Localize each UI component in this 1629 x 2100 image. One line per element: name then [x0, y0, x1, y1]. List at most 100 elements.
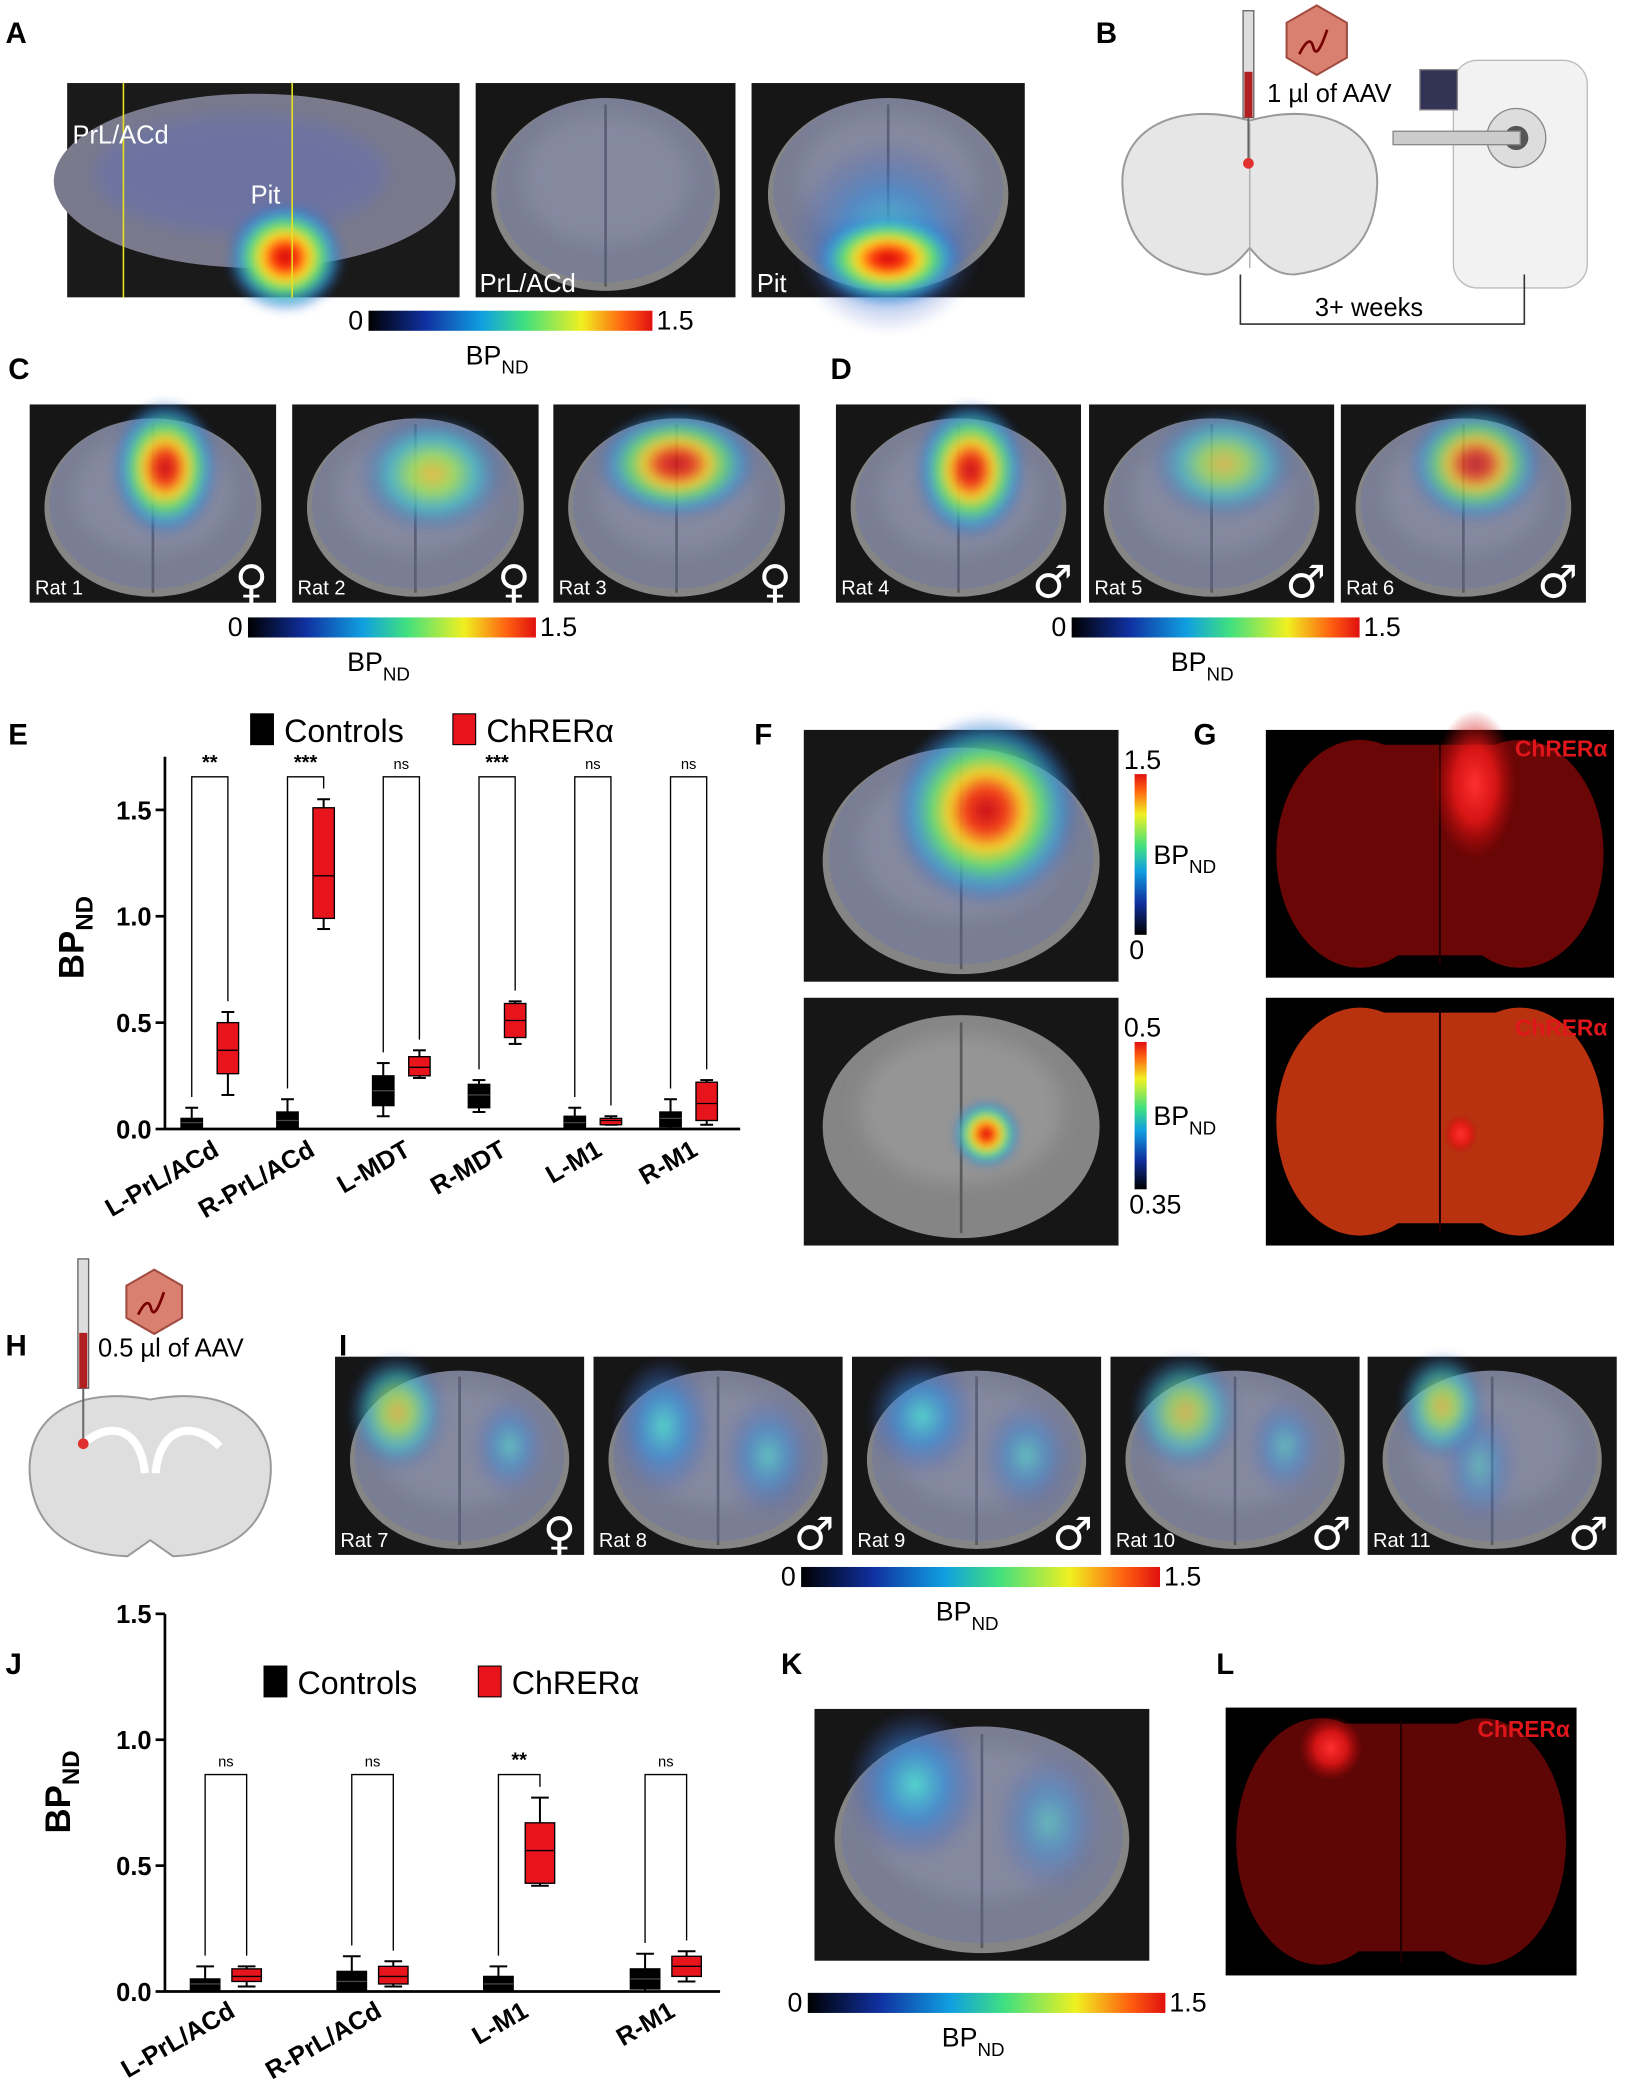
y-tick-label: 1.0 — [116, 904, 151, 932]
label-sub: ND — [72, 896, 99, 931]
significance-label: ns — [658, 1755, 674, 1771]
rat-label: Rat 4 — [841, 578, 889, 600]
rat-label: Rat 6 — [1346, 578, 1394, 600]
significance-bracket — [191, 776, 229, 1098]
label-main: BP — [39, 1785, 78, 1833]
colorbar — [1071, 617, 1360, 638]
box — [216, 1021, 240, 1075]
rat-label: Rat 10 — [1116, 1530, 1175, 1552]
injection-site — [77, 1438, 89, 1450]
rat-label: Rat 1 — [35, 578, 83, 600]
colorbar-max: 1.5 — [1364, 612, 1401, 642]
colorbar-min: 0 — [781, 1562, 796, 1592]
fluorescence-signal — [1299, 1715, 1363, 1780]
colorbar-min: 0 — [1129, 935, 1144, 965]
panel-label: E — [8, 719, 28, 752]
tracer-uptake — [1130, 1352, 1241, 1472]
panel-label: D — [831, 353, 852, 386]
sex-symbol: ♀ — [497, 555, 530, 608]
fluorescence-signal — [1432, 710, 1517, 859]
legend-swatch — [250, 713, 274, 746]
label-main: BP — [1171, 647, 1207, 677]
region-label: PrL/ACd — [73, 121, 169, 149]
y-axis-label: BPND — [39, 1750, 85, 1833]
colorbar — [1134, 774, 1147, 935]
significance-label: ns — [218, 1755, 234, 1771]
label-main: BP — [1153, 840, 1189, 870]
label-sub: ND — [1189, 856, 1216, 877]
rat-label: Rat 8 — [599, 1530, 647, 1552]
sex-symbol: ♂ — [1032, 555, 1073, 608]
label-main: BP — [936, 1597, 972, 1627]
significance-bracket — [478, 776, 516, 1070]
colorbar-max: 0.5 — [1124, 1013, 1161, 1043]
text-layer: A B C D E F G H I J K L PrL/ACd Pit PrL/… — [6, 17, 1608, 1742]
colorbar — [1134, 1041, 1147, 1190]
sex-symbol: ♂ — [1285, 555, 1326, 608]
panel-label: H — [6, 1329, 27, 1362]
box — [312, 807, 336, 920]
injection-site — [1243, 158, 1254, 169]
scanner-bed — [1392, 130, 1521, 146]
tracer-uptake — [1247, 1396, 1323, 1496]
scanner — [1452, 59, 1588, 289]
colorbar — [368, 310, 653, 331]
tracer-uptake — [358, 414, 507, 534]
tracer-uptake — [1407, 404, 1545, 524]
box — [524, 1822, 556, 1884]
colorbar-label: BPND — [466, 340, 529, 377]
region-label: Pit — [757, 270, 787, 298]
y-axis-label: BPND — [52, 896, 98, 979]
significance-bracket — [351, 1773, 394, 1951]
significance-label: ** — [202, 752, 218, 774]
panel-label: F — [754, 719, 772, 752]
syringe-fill — [1244, 71, 1253, 118]
colorbar — [247, 617, 536, 638]
significance-bracket — [286, 776, 325, 1089]
colorbar-max: 1.5 — [1124, 745, 1161, 775]
legend-swatch — [477, 1665, 502, 1698]
rat-label: Rat 7 — [340, 1530, 388, 1552]
rat-label: Rat 3 — [559, 578, 607, 600]
fluorescence-signal — [1443, 1114, 1479, 1154]
sex-symbol: ♂ — [1537, 555, 1578, 608]
y-tick-label: 1.0 — [116, 1727, 151, 1755]
rat-label: Rat 2 — [298, 578, 346, 600]
tracer-tint — [496, 98, 715, 283]
significance-label: ns — [681, 757, 697, 773]
y-tick-label: 1.5 — [116, 797, 151, 825]
tracer-uptake — [595, 408, 758, 520]
x-tick-label: R-M1 — [634, 1135, 702, 1190]
virus-genome — [136, 1291, 166, 1316]
label-main: BP — [942, 2022, 978, 2052]
region-label: PrL/ACd — [480, 270, 576, 298]
y-tick-label: 0.5 — [116, 1853, 151, 1881]
rat-label: Rat 9 — [857, 1530, 905, 1552]
significance-label: ns — [365, 1755, 381, 1771]
significance-bracket — [382, 776, 421, 1053]
y-tick-label: 1.5 — [116, 1601, 151, 1629]
tracer-tint — [93, 113, 389, 235]
colorbar-max: 1.5 — [540, 612, 577, 642]
tracer-uptake — [1150, 408, 1298, 520]
label-sub: ND — [971, 1613, 998, 1634]
x-tick-label: L-MDT — [333, 1135, 416, 1199]
label-sub: ND — [501, 357, 528, 378]
colorbar-min: 0 — [1051, 612, 1066, 642]
x-tick-label: L-M1 — [541, 1135, 606, 1189]
colorbar-max: 1.5 — [1169, 1988, 1206, 2018]
panel-label: A — [6, 17, 27, 50]
region-label: Pit — [251, 182, 281, 210]
colorbar-label: BPND — [936, 1597, 999, 1634]
panel-label: J — [6, 1648, 22, 1681]
box — [231, 1968, 263, 1983]
panel-label: B — [1096, 17, 1117, 50]
box — [467, 1083, 491, 1109]
panel-label: K — [781, 1648, 802, 1681]
legend-label: Controls — [298, 1665, 418, 1701]
virus-icon — [125, 1268, 184, 1336]
sex-symbol: ♀ — [758, 555, 791, 608]
legend-swatch — [452, 713, 477, 746]
label-sub: ND — [1207, 663, 1234, 684]
